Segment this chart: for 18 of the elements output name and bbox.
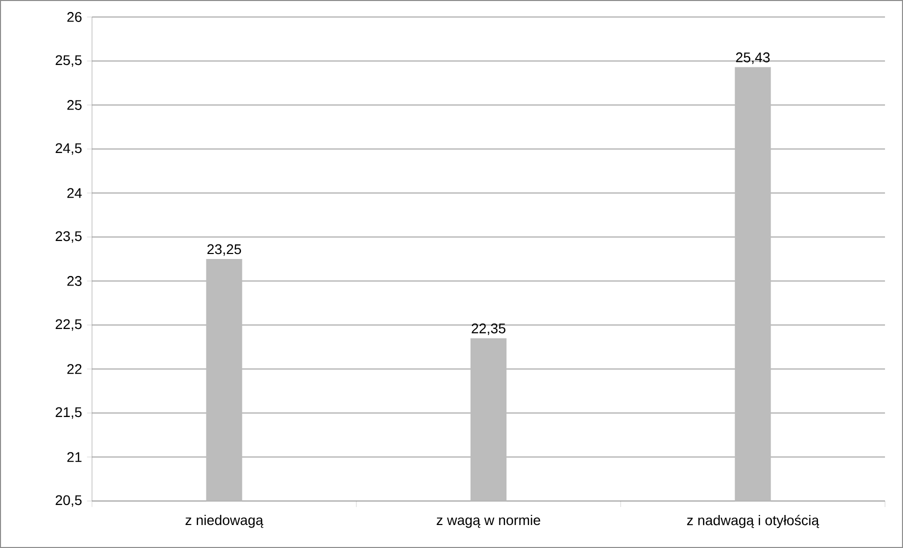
y-tick-label: 24 xyxy=(67,188,82,198)
y-tick-label: 25 xyxy=(67,100,82,110)
x-tick-label: z niedowagą xyxy=(186,514,264,528)
y-tick-label: 21 xyxy=(67,452,82,462)
y-tick-label: 20,5 xyxy=(56,495,82,507)
y-tick-label: 22,5 xyxy=(56,319,82,331)
data-label: 23,25 xyxy=(207,244,242,256)
y-tick-label: 23 xyxy=(67,276,82,286)
y-tick-label: 21,5 xyxy=(56,407,82,419)
y-tick-label: 22 xyxy=(67,364,82,374)
x-tick-label: z wagą w normie xyxy=(436,514,540,528)
data-label: 22,35 xyxy=(472,323,506,335)
y-tick-label: 23,5 xyxy=(56,231,82,243)
y-tick-label: 26 xyxy=(67,12,82,22)
data-label: 25,43 xyxy=(736,52,770,64)
y-tick-label: 25,5 xyxy=(56,55,82,67)
x-tick-label: z nadwagą i otyłością xyxy=(687,514,820,528)
y-tick-label: 24,5 xyxy=(56,143,82,155)
